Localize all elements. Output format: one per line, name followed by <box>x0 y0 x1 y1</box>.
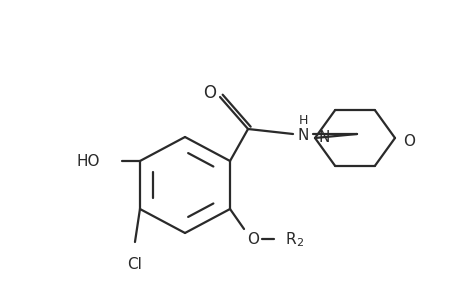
Text: HO: HO <box>76 154 100 169</box>
Text: O: O <box>246 232 258 247</box>
Text: 2: 2 <box>296 238 302 248</box>
Text: O: O <box>203 84 216 102</box>
Text: Cl: Cl <box>127 257 142 272</box>
Text: R: R <box>285 232 295 247</box>
Text: N: N <box>297 128 308 143</box>
Text: N: N <box>318 130 330 146</box>
Text: H: H <box>298 113 307 127</box>
Text: O: O <box>402 134 414 148</box>
